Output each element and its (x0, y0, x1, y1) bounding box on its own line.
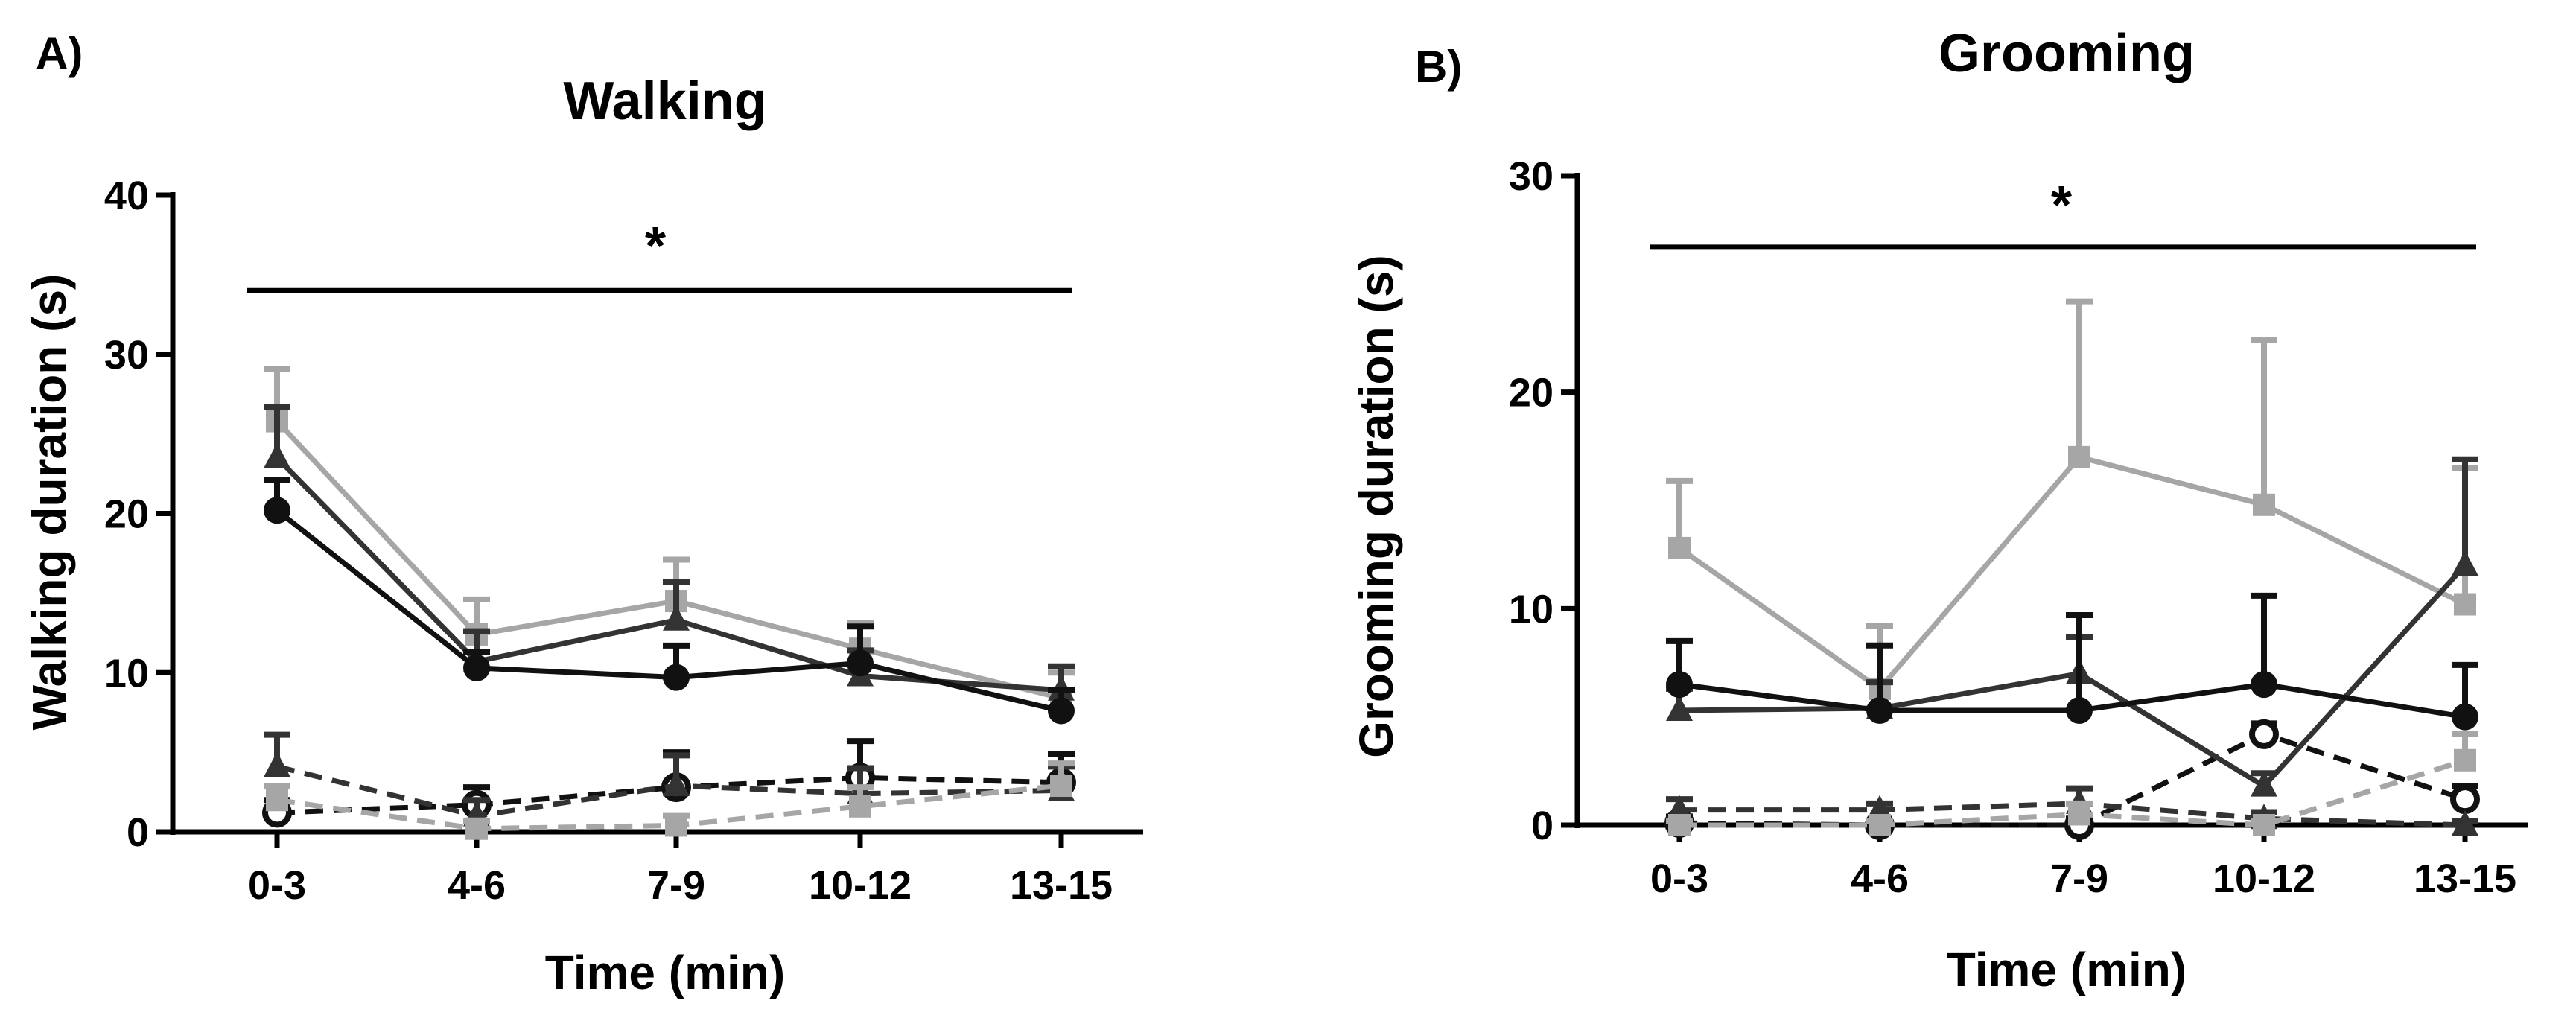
panel-b-y-tick-label: 20 (1509, 371, 1553, 416)
panel-a-x-tick-label: 7-9 (647, 863, 705, 908)
panel-a-series-light-gray-square-dashed (264, 760, 1075, 840)
panel-b-triangle-marker (2452, 810, 2478, 836)
panel-a-triangle-marker (264, 442, 290, 468)
panel-b-series-black-circle-solid (1666, 592, 2478, 731)
panel-b-circle-marker (2066, 696, 2093, 724)
panel-a-triangle-marker (264, 751, 290, 777)
panel-a-circle-marker (847, 649, 874, 677)
panel-b-x-tick-label: 13-15 (2414, 856, 2516, 901)
panel-b-square-marker (1668, 814, 1691, 836)
panel-b-x-tick-label: 4-6 (1851, 856, 1909, 901)
panel-a-series-dark-gray-triangle-solid (264, 404, 1075, 701)
panel-b-x-tick-label: 0-3 (1650, 856, 1708, 901)
panel-a-xlabel: Time (min) (545, 946, 785, 999)
panel-a-square-marker (849, 795, 871, 818)
panel-b-y-tick-label: 10 (1509, 587, 1553, 632)
panel-a-circle-marker (1048, 697, 1075, 725)
panel-b-y-tick-label: 30 (1509, 154, 1553, 199)
panel-a-square-marker (266, 789, 288, 812)
panel-b-square-marker (2253, 493, 2275, 516)
panel-b-triangle-marker (1666, 695, 1693, 721)
panel-a-y-tick-label: 40 (104, 174, 149, 218)
panel-b-circle-marker (2452, 703, 2478, 731)
panel-b-series-dark-gray-triangle-solid (1666, 456, 2478, 797)
panel-b-series-light-gray-square-solid (1666, 298, 2478, 700)
panel-a-circle-marker (663, 664, 690, 691)
panel-a-series-light-gray-square-solid (264, 365, 1075, 710)
panel-a-series-black-circle-solid (264, 477, 1075, 725)
panel-b-significance-star: * (2051, 176, 2072, 235)
panel-b-ylabel: Grooming duration (s) (1349, 255, 1403, 758)
panel-b-circle-marker (1666, 671, 1693, 699)
panel-a-triangle-marker (663, 605, 690, 631)
panel-b-open-circle-marker (2450, 784, 2480, 815)
panel-a-ylabel: Walking duration (s) (22, 274, 76, 731)
panel-a-triangle-marker (663, 771, 690, 797)
panel-b-series-light-gray-square-dashed (1666, 731, 2478, 836)
panel-a-y-tick-label: 30 (104, 333, 149, 378)
panel-b-xlabel: Time (min) (1947, 943, 2187, 996)
panel-b-square-marker (2454, 748, 2476, 772)
panel-b-square-marker (2068, 803, 2090, 826)
panel-b-x-tick-label: 10-12 (2213, 856, 2315, 901)
panel-b-series-line (1677, 454, 2467, 692)
panel-b-triangle-marker (2452, 550, 2478, 576)
panel-a-square-marker (665, 814, 687, 837)
panel-a-series-line (275, 456, 1062, 693)
panel-b-title: Grooming (1939, 24, 2195, 83)
panel-b-triangle-marker (2251, 771, 2277, 797)
panel-a-x-tick-label: 10-12 (809, 863, 912, 908)
panel-b-y-tick-label: 0 (1531, 804, 1553, 848)
panel-b-open-circle-marker (2249, 719, 2279, 749)
panel-b-circle-marker (1866, 696, 1893, 724)
panel-b-square-marker (2068, 445, 2090, 468)
panel-a-y-tick-label: 10 (104, 651, 149, 696)
panel-a-circle-marker (264, 497, 290, 524)
panel-a-square-marker (465, 817, 488, 840)
panel-a-plot: 0 10 20 30 40 0-3 4-6 7-9 10-12 13-15 (104, 174, 1143, 908)
panel-a-y-tick-label: 0 (127, 810, 149, 855)
panel-a-circle-marker (463, 654, 490, 681)
panel-b-plot: 0 10 20 30 0-3 4-6 7-9 10-12 13-15 (1509, 154, 2528, 901)
panel-a-square-marker (1050, 775, 1072, 798)
panel-b-square-marker (1869, 814, 1891, 836)
panel-a-x-tick-label: 0-3 (248, 863, 306, 908)
panel-a-x-tick-label: 4-6 (448, 863, 506, 908)
panel-a-y-tick-label: 20 (104, 492, 149, 537)
panel-b-label: B) (1415, 42, 1462, 92)
panel-a-significance-star: * (645, 217, 666, 276)
panel-a-label: A) (36, 28, 83, 78)
panel-a-title: Walking (563, 71, 766, 131)
panel-a-x-tick-label: 13-15 (1010, 863, 1113, 908)
panel-b-square-marker (2454, 593, 2476, 616)
panel-b-square-marker (1668, 536, 1691, 559)
panel-b-x-tick-label: 7-9 (2050, 856, 2108, 901)
panel-b-square-marker (2253, 814, 2275, 836)
panel-b-circle-marker (2251, 671, 2277, 699)
